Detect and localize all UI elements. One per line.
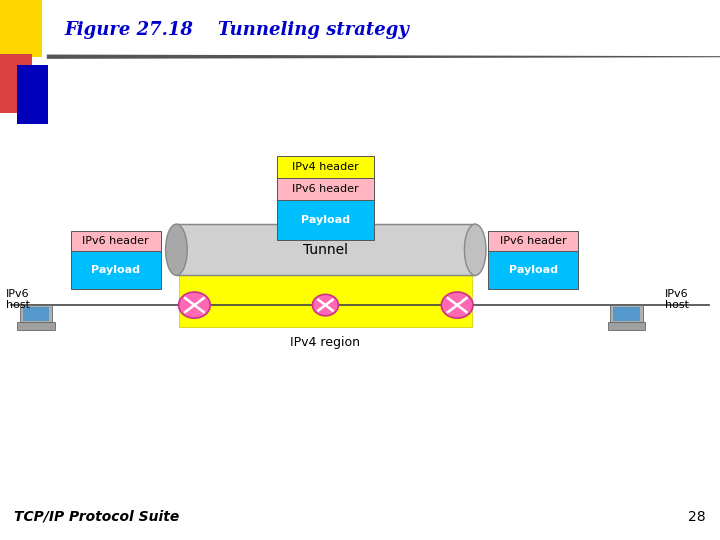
Text: IPv4 header: IPv4 header [292,162,359,172]
Ellipse shape [166,224,187,275]
Bar [179,259,472,327]
Bar [17,65,48,124]
Text: Figure 27.18    Tunneling strategy: Figure 27.18 Tunneling strategy [65,21,410,39]
Text: IPv6 header: IPv6 header [82,236,149,246]
Ellipse shape [464,224,486,275]
Text: Payload: Payload [508,265,558,275]
Text: 28: 28 [688,510,706,524]
Text: IPv6 header: IPv6 header [292,184,359,194]
Bar [277,156,374,178]
Bar [277,178,374,200]
Bar [488,231,578,251]
Bar [71,231,161,251]
Ellipse shape [312,294,338,316]
Text: IPv4 region: IPv4 region [290,336,361,349]
Bar [0,0,42,57]
Bar [488,251,578,289]
Bar [20,305,53,322]
Ellipse shape [179,292,210,318]
Bar [277,200,374,240]
Text: Payload: Payload [301,215,351,225]
Bar [71,251,161,289]
Text: Payload: Payload [91,265,140,275]
Polygon shape [47,55,720,59]
Bar [17,322,55,330]
Bar [0,54,32,113]
Text: Tunnel: Tunnel [303,243,348,256]
Ellipse shape [441,292,473,318]
Text: IPv6
host: IPv6 host [6,289,30,310]
Bar [608,322,645,330]
Text: IPv6 header: IPv6 header [500,236,567,246]
Bar [611,305,643,322]
Bar [23,307,50,321]
Text: IPv6
host: IPv6 host [665,289,689,310]
Text: TCP/IP Protocol Suite: TCP/IP Protocol Suite [14,510,180,524]
Bar [176,224,475,275]
Bar [613,307,640,321]
